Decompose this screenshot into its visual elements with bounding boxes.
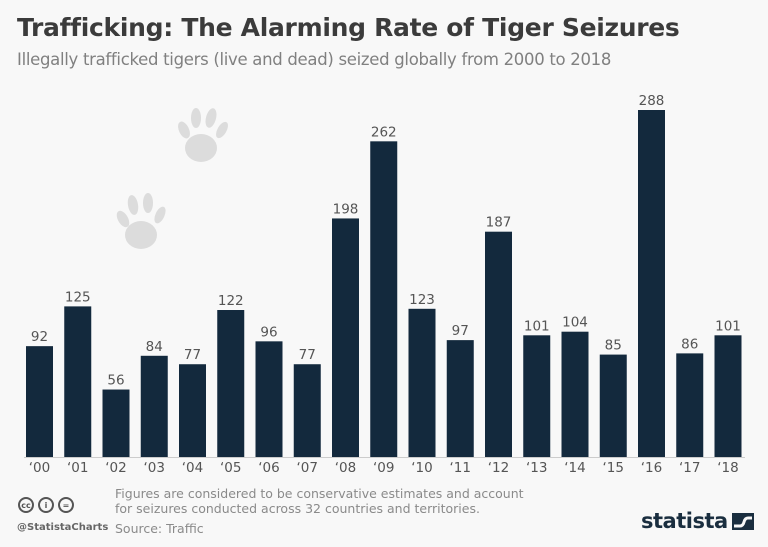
data-label: 262: [371, 124, 397, 140]
bar: [217, 310, 245, 457]
x-tick-label: ‘04: [182, 460, 203, 476]
paw-print-icon: [116, 193, 166, 249]
x-tick-label: ‘07: [297, 460, 318, 476]
bar: [599, 354, 627, 457]
bar: [370, 141, 398, 457]
x-tick-label: ‘10: [411, 460, 432, 476]
x-tick-label: ‘15: [603, 460, 624, 476]
x-tick-label: ‘18: [717, 460, 738, 476]
bar: [676, 353, 704, 457]
x-tick-label: ‘16: [641, 460, 662, 476]
data-label: 288: [639, 93, 665, 109]
bar: [293, 364, 321, 457]
bar: [714, 335, 742, 457]
bar: [179, 364, 206, 457]
bar: [561, 331, 589, 457]
x-tick-label: ‘01: [67, 460, 88, 476]
data-label: 198: [333, 201, 359, 217]
data-label: 122: [218, 293, 244, 309]
attribution-icon[interactable]: i: [38, 497, 54, 513]
x-tick-label: ‘06: [258, 460, 279, 476]
cc-icon[interactable]: cc: [18, 497, 34, 513]
no-derivatives-icon[interactable]: =: [58, 497, 74, 513]
x-tick-label: ‘11: [450, 460, 471, 476]
x-tick-label: ‘02: [105, 460, 126, 476]
logo-text: statista: [641, 509, 728, 533]
bar: [26, 346, 53, 457]
paw-print-icon: [178, 108, 228, 162]
x-tick-label: ‘03: [144, 460, 165, 476]
data-label: 77: [299, 347, 316, 363]
footer-note: Figures are considered to be conservativ…: [115, 486, 524, 516]
data-label: 85: [605, 338, 622, 354]
x-tick-label: ‘12: [488, 460, 509, 476]
data-label: 187: [486, 215, 512, 231]
statista-logo-icon: [731, 512, 754, 530]
x-tick-label: ‘13: [526, 460, 547, 476]
data-label: 123: [409, 292, 435, 308]
x-tick-label: ‘05: [220, 460, 241, 476]
bar: [332, 218, 359, 457]
x-tick-label: ‘08: [335, 460, 356, 476]
license-icons: cc i =: [18, 497, 74, 513]
statista-logo[interactable]: statista: [641, 509, 754, 533]
data-label: 101: [524, 318, 550, 334]
bar: [523, 335, 551, 457]
data-label: 125: [65, 289, 91, 305]
data-label: 96: [260, 324, 277, 340]
bar: [64, 306, 92, 457]
bar: [446, 340, 474, 457]
data-label: 97: [452, 323, 469, 339]
chart-subtitle: Illegally trafficked tigers (live and de…: [17, 50, 612, 69]
x-tick-label: ‘09: [373, 460, 394, 476]
chart-title: Trafficking: The Alarming Rate of Tiger …: [17, 13, 680, 42]
x-tick-label: ‘14: [564, 460, 585, 476]
data-label: 92: [31, 329, 48, 345]
bar: [140, 355, 168, 457]
bar: [255, 341, 283, 457]
data-label: 56: [107, 373, 124, 389]
x-tick-label: ‘00: [29, 460, 50, 476]
data-label: 77: [184, 347, 201, 363]
source-text: Source: Traffic: [115, 521, 204, 536]
data-label: 104: [562, 315, 588, 331]
bar: [408, 308, 436, 457]
twitter-handle[interactable]: @StatistaCharts: [17, 522, 109, 533]
bar: [485, 231, 512, 457]
data-label: 101: [715, 318, 741, 334]
data-label: 84: [146, 339, 163, 355]
bar: [638, 110, 665, 457]
data-label: 86: [681, 336, 698, 352]
bar: [102, 389, 130, 457]
x-tick-label: ‘17: [679, 460, 700, 476]
